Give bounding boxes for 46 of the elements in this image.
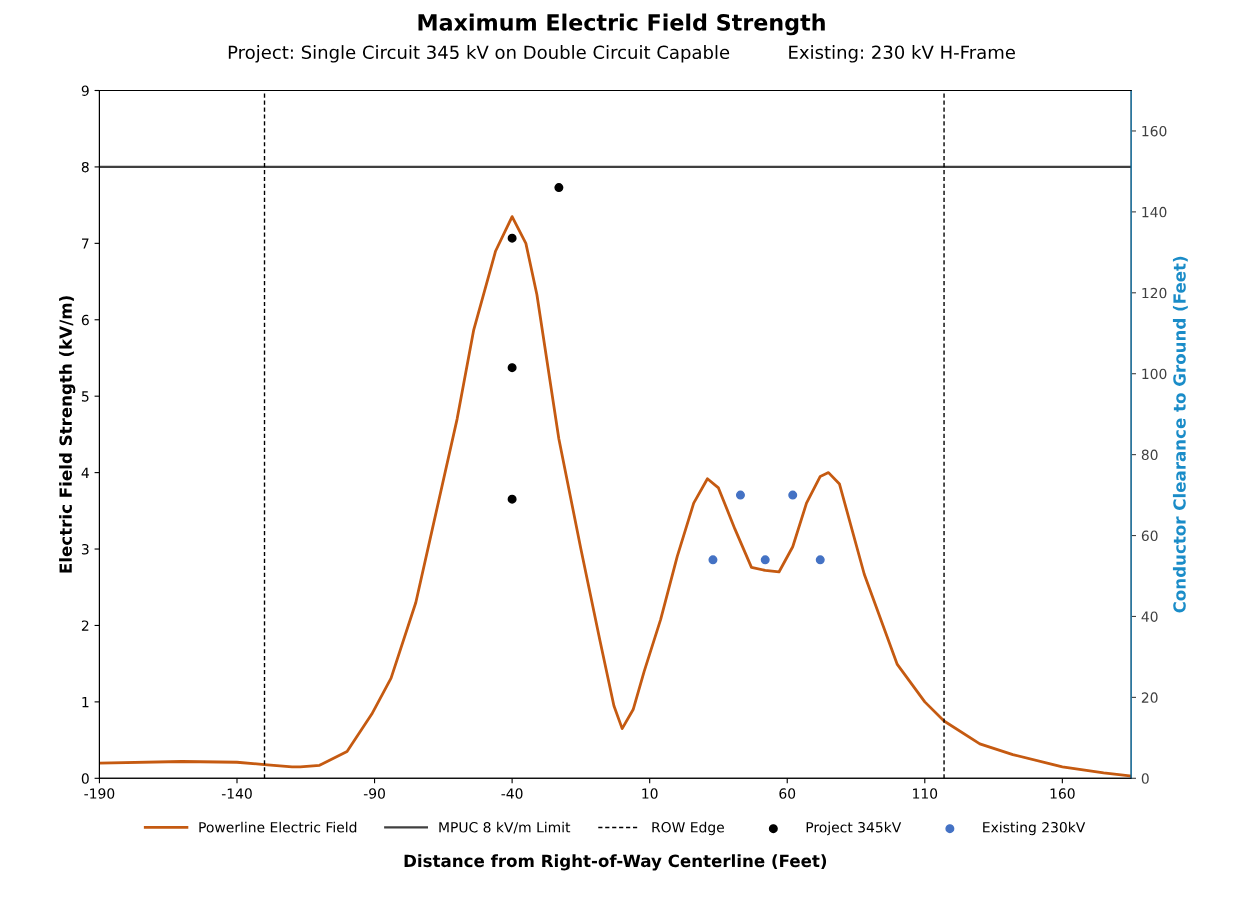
point — [760, 555, 770, 565]
legend-label: ROW Edge — [652, 821, 724, 836]
legend-label: Powerline Electric Field — [199, 821, 357, 833]
y2-tick-label: 100 — [1142, 368, 1167, 380]
x-tick-label: 160 — [1050, 788, 1075, 799]
y-tick-label: 3 — [81, 544, 89, 555]
y2-tick-label: 40 — [1141, 611, 1158, 622]
x-tick-label: 60 — [779, 788, 796, 799]
y-tick-label: 9 — [81, 85, 89, 96]
y-tick-label: 2 — [81, 620, 89, 631]
y-tick-label: 5 — [81, 391, 89, 402]
point — [788, 490, 798, 500]
y2-tick-label: 60 — [1141, 530, 1158, 542]
point — [708, 555, 718, 565]
x-tick-label: -90 — [363, 788, 385, 799]
y2-tick-label: 120 — [1142, 287, 1167, 299]
y-tick-label: 8 — [81, 161, 89, 173]
x-tick-label: -40 — [501, 788, 523, 799]
y-tick-label: 6 — [81, 314, 89, 326]
point — [735, 490, 745, 500]
y-tick-label: 0 — [81, 773, 89, 784]
point — [507, 233, 517, 243]
y2-tick-label: 80 — [1141, 449, 1158, 461]
x-axis-title: Distance from Right-of-Way Centerline (Feet) — [404, 854, 827, 871]
legend-label: Existing 230kV — [983, 821, 1086, 836]
y2-tick-label: 20 — [1141, 692, 1158, 703]
y2-tick-label: 140 — [1142, 206, 1167, 218]
y2-tick-label: 0 — [1141, 773, 1149, 784]
y2-tick-label: 160 — [1142, 125, 1167, 137]
point — [554, 183, 564, 193]
y-tick-label: 4 — [81, 467, 89, 478]
y-tick-label: 7 — [82, 238, 89, 249]
y-axis-title: Electric Field Strength (kV/m) — [59, 296, 76, 573]
y2-axis-title: Conductor Clearance to Ground (Feet) — [1172, 256, 1188, 613]
point — [507, 363, 517, 373]
point — [507, 494, 517, 504]
y-tick-label: 1 — [82, 697, 89, 708]
chart-subtitle: Project: Single Circuit 345 kV on Double Circuit Capable Existing: 230 kV H-Frame — [228, 45, 1015, 63]
legend-label: MPUC 8 kV/m Limit — [439, 821, 571, 834]
x-tick-label: 10 — [642, 788, 658, 799]
point — [815, 555, 825, 565]
x-tick-label: -190 — [84, 788, 115, 799]
x-tick-label: 110 — [913, 788, 938, 799]
legend-label: Project 345kV — [806, 821, 902, 836]
x-tick-label: -140 — [221, 788, 252, 799]
chart-title: Maximum Electric Field Strength — [418, 13, 825, 36]
